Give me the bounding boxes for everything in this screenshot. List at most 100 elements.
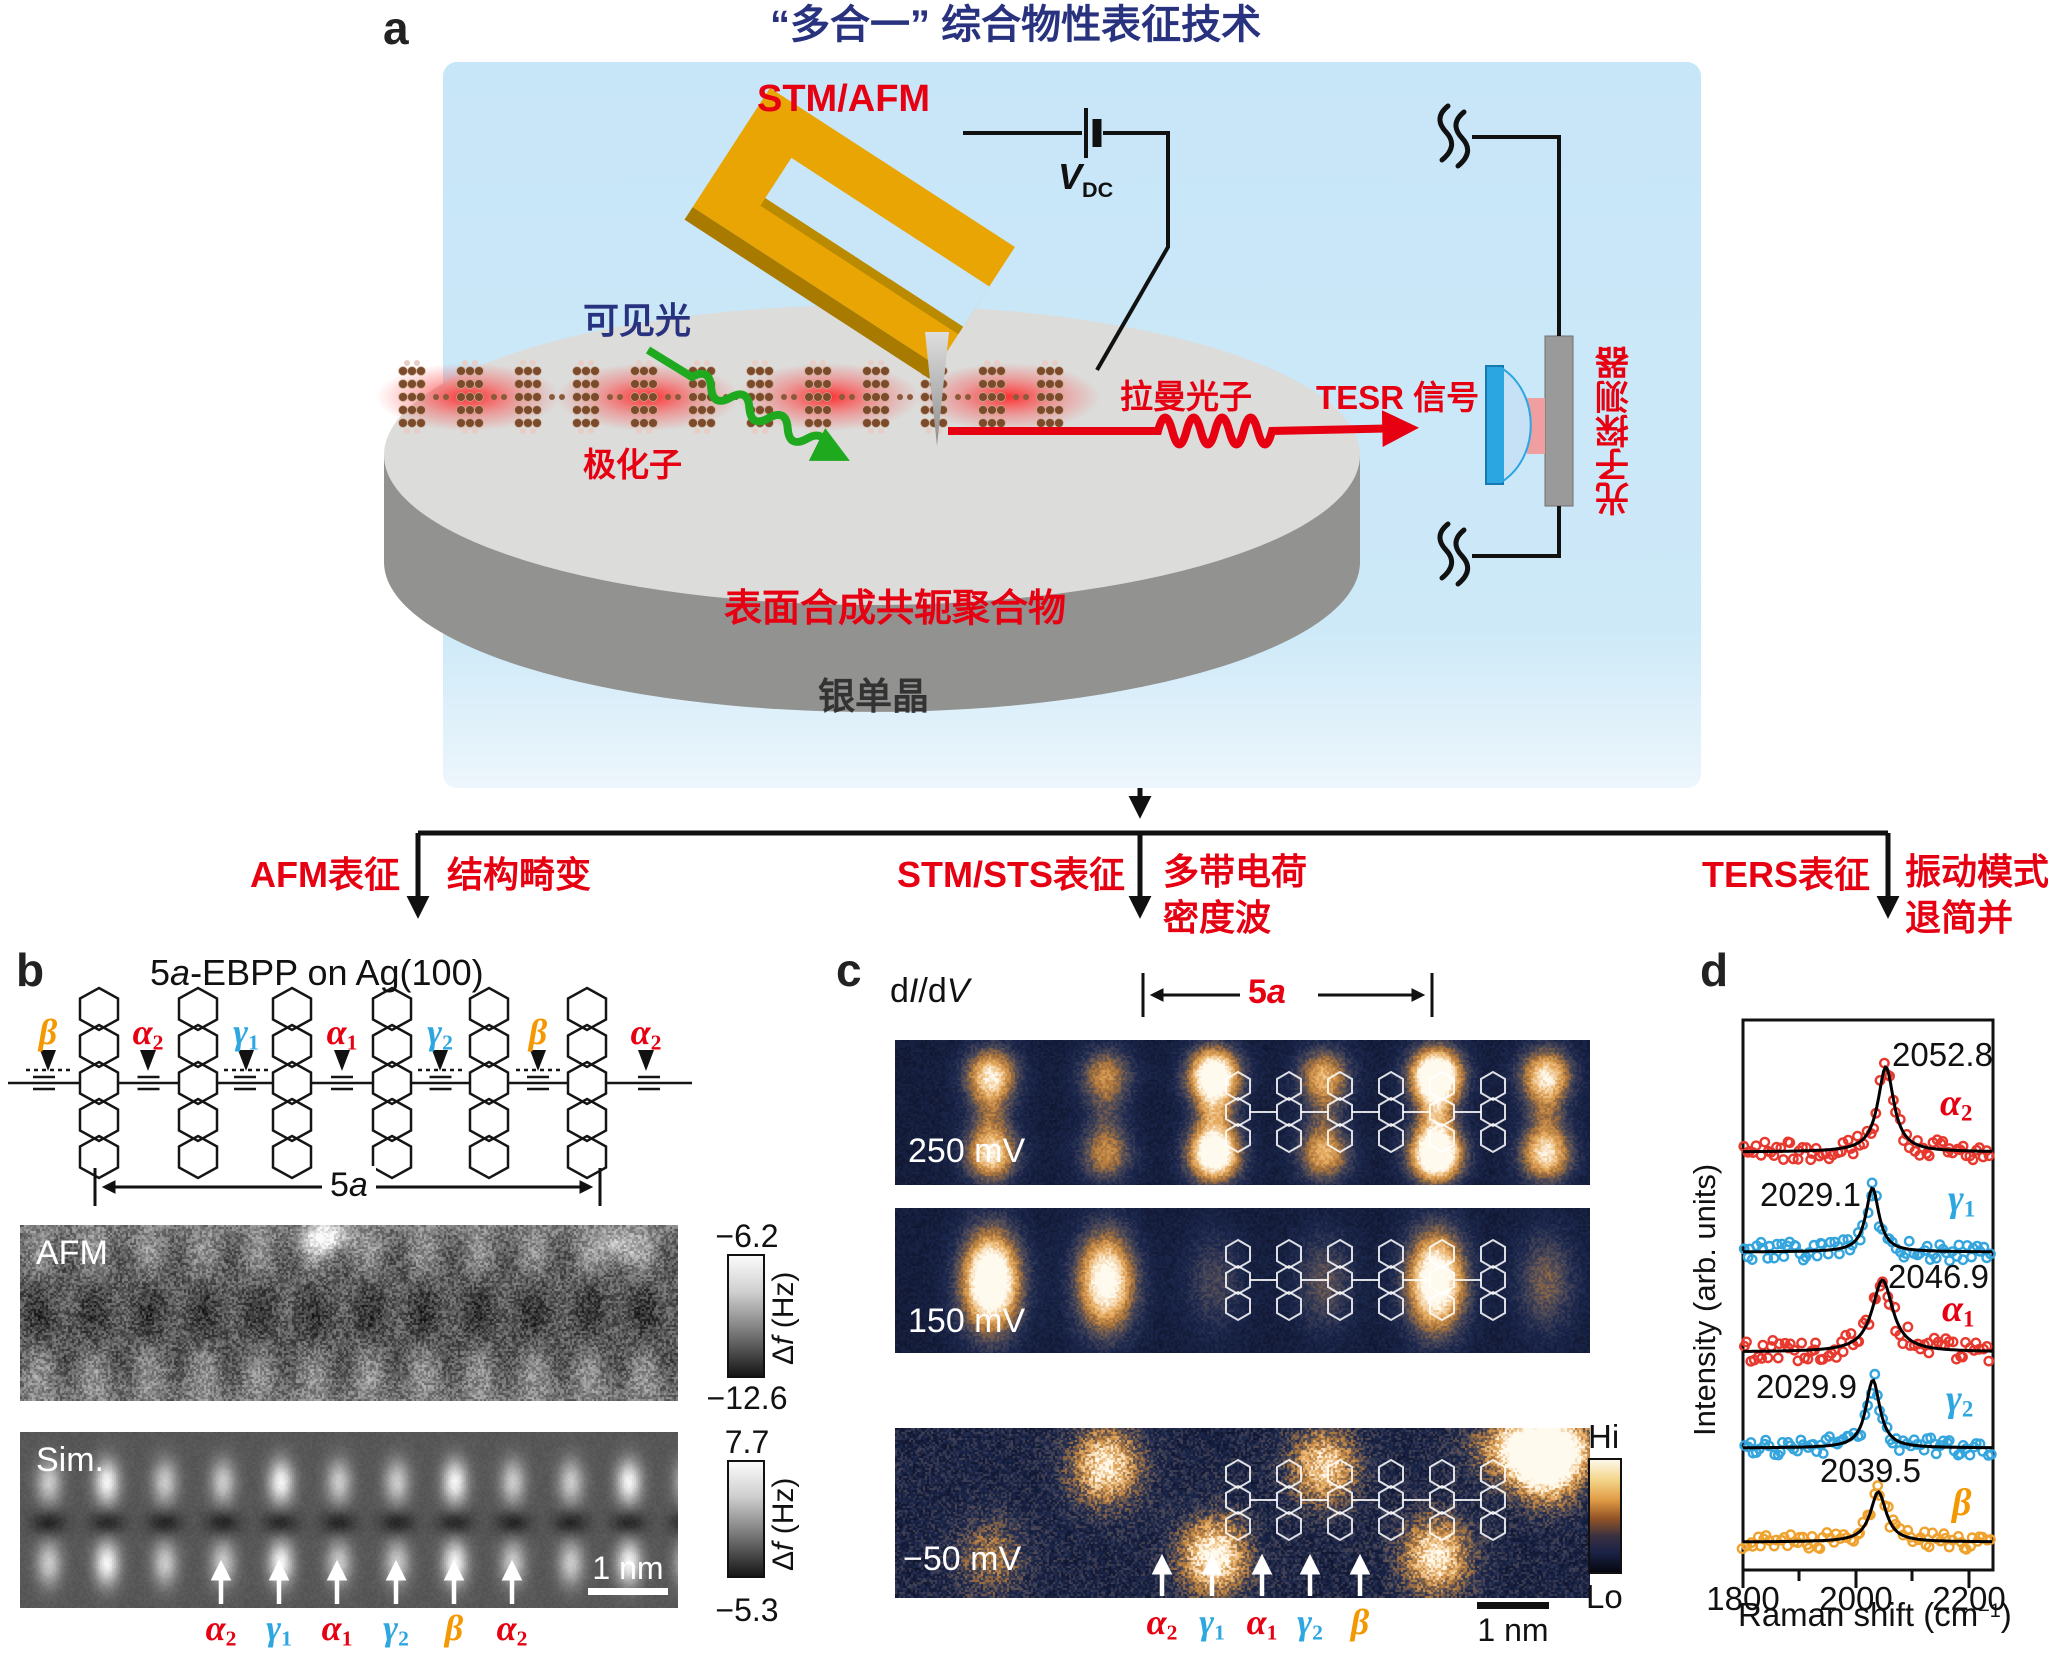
data-point <box>1742 1441 1754 1453</box>
data-point <box>1985 1534 1996 1545</box>
data-point <box>1767 1335 1779 1346</box>
data-point <box>1881 1421 1893 1433</box>
data-point <box>1768 1540 1780 1552</box>
data-point <box>1953 1239 1965 1251</box>
data-point <box>1952 1449 1964 1461</box>
acene-ring <box>271 986 313 1032</box>
data-point <box>1817 1532 1829 1543</box>
data-point <box>1971 1144 1982 1156</box>
data-point <box>1815 1439 1827 1451</box>
y-axis-label: Intensity (arb. units) <box>1687 1163 1723 1437</box>
data-point <box>1827 1149 1839 1161</box>
data-point <box>1742 1146 1754 1158</box>
data-point <box>1744 1145 1756 1157</box>
data-point <box>1812 1542 1824 1554</box>
data-point <box>1771 1141 1782 1153</box>
data-point <box>1769 1449 1781 1461</box>
sim-mode-alpha1: α1 <box>321 1608 353 1651</box>
data-point <box>1937 1136 1949 1147</box>
title-num: 5 <box>150 952 171 993</box>
data-point <box>1822 1350 1834 1362</box>
data-point <box>1768 1252 1780 1264</box>
data-point <box>1739 1340 1750 1352</box>
sim-scalebar-label: 1 nm <box>592 1550 664 1586</box>
data-point <box>1915 1439 1927 1451</box>
data-point <box>1803 1542 1815 1554</box>
x-axis-label: Raman shift (cm−1) <box>1738 1596 2012 1633</box>
data-point <box>1838 1529 1850 1540</box>
data-point <box>1974 1245 1986 1257</box>
data-point <box>1879 1500 1891 1512</box>
data-point <box>1764 1240 1775 1252</box>
bias-label-250mv: 250 mV <box>908 1132 1026 1170</box>
data-point <box>1971 1240 1983 1252</box>
data-point <box>1789 1240 1801 1251</box>
unit-cell-span-b: 5a <box>322 1166 376 1206</box>
data-point <box>1931 1134 1943 1146</box>
bond-label-gamma2: γ2 <box>427 1012 453 1055</box>
acene-ring <box>566 1060 608 1106</box>
data-point <box>1836 1336 1848 1348</box>
x-tick-2200: 2200 <box>1932 1580 2006 1617</box>
data-point <box>1909 1340 1920 1352</box>
data-point <box>1964 1449 1976 1461</box>
data-point <box>1874 1280 1886 1292</box>
bond-label-alpha2-2: α2 <box>630 1012 662 1055</box>
data-point <box>1954 1144 1966 1156</box>
sim-mode-alpha2-2: α2 <box>496 1608 528 1651</box>
panel-b-title: 5a-EBPP on Ag(100) <box>150 952 484 993</box>
data-point <box>1814 1150 1825 1162</box>
wire-break-mark <box>1437 521 1455 581</box>
data-point <box>1905 1440 1917 1452</box>
branch-sts-method: STM/STS表征 <box>896 854 1125 895</box>
data-point <box>1909 1145 1921 1157</box>
data-point <box>1957 1140 1969 1152</box>
data-point <box>1921 1433 1933 1445</box>
data-point <box>1897 1529 1909 1541</box>
tesr-signal-label: TESR 信号 <box>1316 379 1480 416</box>
data-point <box>1947 1336 1959 1348</box>
data-point <box>1770 1534 1782 1546</box>
data-point <box>1810 1337 1821 1349</box>
data-point <box>1797 1142 1808 1153</box>
data-point <box>1890 1433 1902 1445</box>
data-point <box>1833 1241 1844 1252</box>
peak-value-alpha1: 2046.9 <box>1888 1258 1989 1295</box>
data-point <box>1816 1238 1828 1250</box>
data-point <box>1951 1353 1962 1365</box>
polymer-label: 表面合成共轭聚合物 <box>724 588 1067 630</box>
branch-ters-result-2: 退简并 <box>1905 897 2014 938</box>
detector-wire-bottom <box>1472 506 1561 558</box>
data-point <box>1785 1529 1797 1541</box>
data-point <box>1966 1532 1978 1544</box>
data-point <box>1810 1143 1822 1154</box>
data-point <box>1922 1337 1934 1349</box>
data-point <box>1822 1248 1834 1260</box>
data-point <box>1782 1136 1794 1148</box>
data-point <box>1747 1540 1759 1552</box>
data-point <box>1793 1145 1805 1157</box>
bond-label-alpha2-1: α2 <box>132 1012 164 1055</box>
stm-tip <box>925 332 949 446</box>
data-point <box>1859 1409 1871 1421</box>
data-point <box>1845 1534 1857 1546</box>
acene-ring <box>371 1097 413 1143</box>
afm-scale-max: −6.2 <box>715 1218 779 1254</box>
data-point <box>1985 1449 1997 1460</box>
didv-colorbar <box>1588 1458 1622 1574</box>
data-point <box>1854 1527 1866 1539</box>
data-point <box>1757 1242 1769 1254</box>
data-point <box>1879 1057 1890 1069</box>
tuning-fork-sensor <box>684 88 1015 379</box>
data-point <box>1870 1107 1882 1119</box>
data-point <box>1823 1153 1835 1165</box>
data-point <box>1886 1236 1898 1248</box>
lens-mount <box>1485 365 1504 485</box>
acene-ring <box>78 1023 120 1069</box>
data-point <box>1781 1240 1793 1252</box>
data-point <box>1750 1140 1762 1152</box>
title-rest: -EBPP on Ag(100) <box>190 952 484 993</box>
data-point <box>1792 1537 1804 1549</box>
data-point <box>1788 1443 1800 1455</box>
data-point <box>1900 1248 1912 1259</box>
